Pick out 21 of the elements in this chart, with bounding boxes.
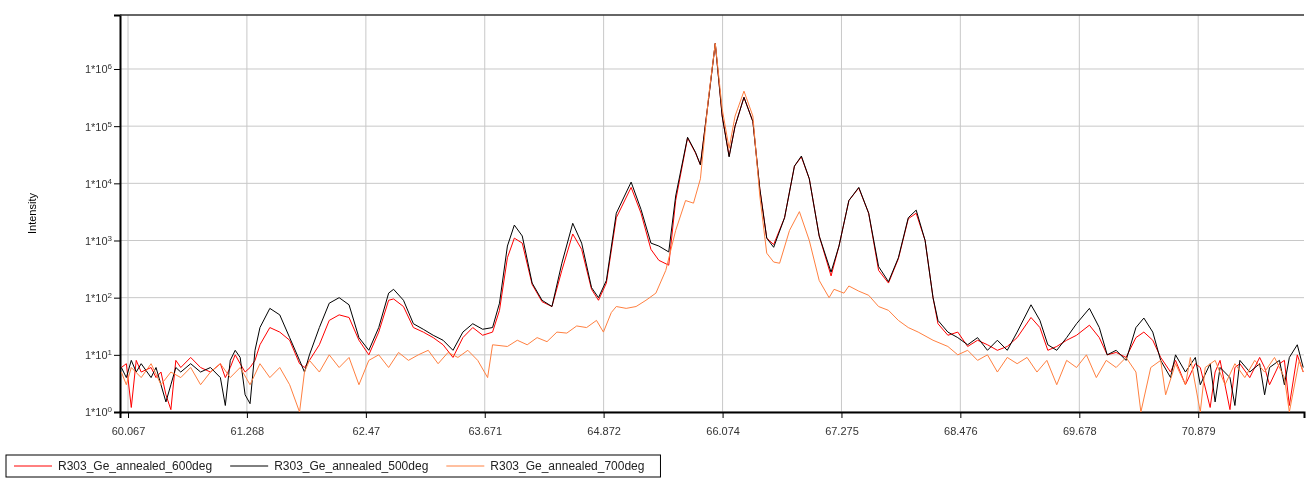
x-tick-label: 64.872 [587, 425, 621, 438]
y-tick-label: 1*10$^{1}$ [84, 347, 113, 362]
y-tick-label: 1*10$^{2}$ [84, 290, 113, 305]
x-tick-label: 69.678 [1062, 425, 1097, 438]
legend-label: R303_Ge_annealed_500deg [274, 459, 429, 473]
x-tick-label: 62.47 [352, 425, 381, 438]
x-tick-label: 67.275 [825, 425, 859, 438]
legend-label: R303_Ge_annealed_600deg [58, 459, 213, 473]
y-tick-label: 1*10$^{3}$ [84, 233, 113, 247]
x-tick-label: 66.074 [706, 425, 740, 438]
y-axis-title: Intensity [26, 192, 38, 234]
x-tick-label: 63.671 [468, 425, 503, 438]
y-tick-label: 1*10$^{4}$ [84, 176, 113, 190]
y-tick-label: 1*10$^{0}$ [84, 404, 113, 419]
x-tick-label: 68.476 [944, 425, 978, 438]
y-tick-label: 1*10$^{5}$ [84, 119, 113, 133]
x-tick-label: 60.067 [111, 425, 146, 438]
x-tick-label: 61.268 [230, 425, 265, 438]
legend-label: R303_Ge_annealed_700deg [490, 459, 645, 473]
y-tick-label: 1*10$^{6}$ [84, 61, 113, 76]
x-tick-label: 70.879 [1181, 425, 1216, 438]
